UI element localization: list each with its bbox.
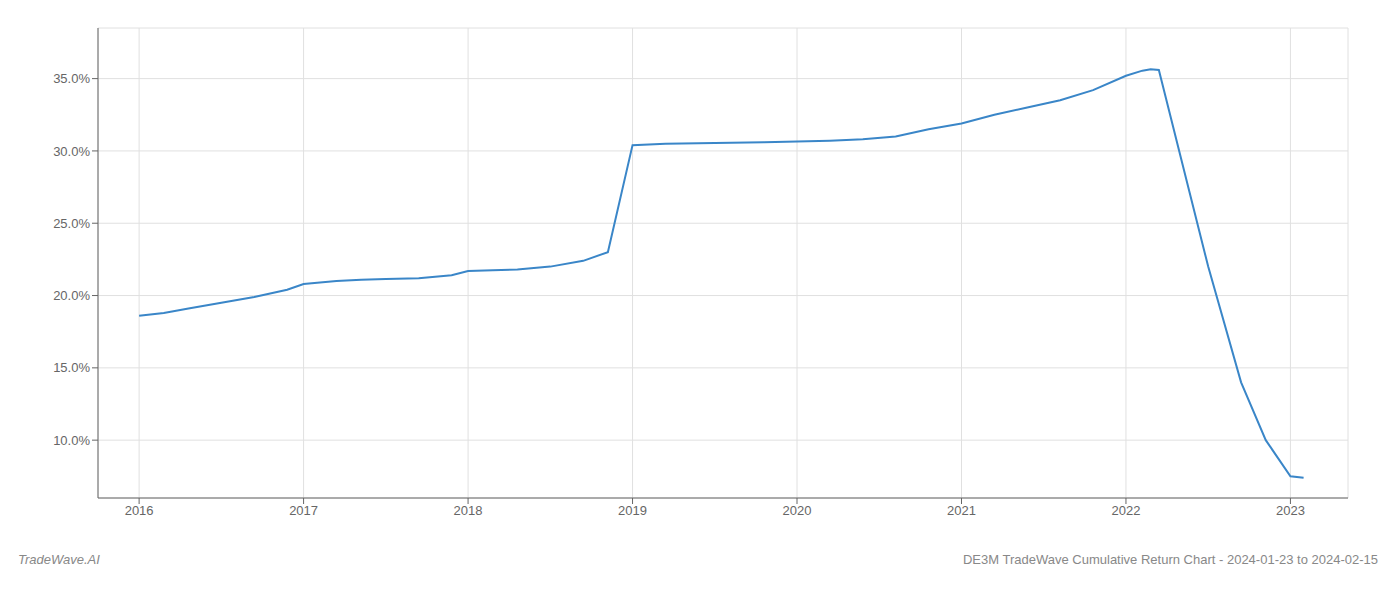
svg-text:2016: 2016 bbox=[125, 503, 154, 518]
svg-text:2020: 2020 bbox=[783, 503, 812, 518]
svg-text:35.0%: 35.0% bbox=[53, 71, 90, 86]
svg-text:20.0%: 20.0% bbox=[53, 288, 90, 303]
svg-text:2017: 2017 bbox=[289, 503, 318, 518]
html-text:TradeWave.AI: TradeWave.AI bbox=[18, 552, 100, 567]
svg-text:15.0%: 15.0% bbox=[53, 360, 90, 375]
html-text:DE3M TradeWave Cumulative Retu: DE3M TradeWave Cumulative Return Chart -… bbox=[963, 552, 1378, 567]
svg-text:2022: 2022 bbox=[1111, 503, 1140, 518]
svg-text:25.0%: 25.0% bbox=[53, 216, 90, 231]
svg-text:30.0%: 30.0% bbox=[53, 144, 90, 159]
svg-text:2018: 2018 bbox=[454, 503, 483, 518]
svg-text:2019: 2019 bbox=[618, 503, 647, 518]
svg-text:2021: 2021 bbox=[947, 503, 976, 518]
svg-text:2023: 2023 bbox=[1276, 503, 1305, 518]
svg-text:10.0%: 10.0% bbox=[53, 433, 90, 448]
